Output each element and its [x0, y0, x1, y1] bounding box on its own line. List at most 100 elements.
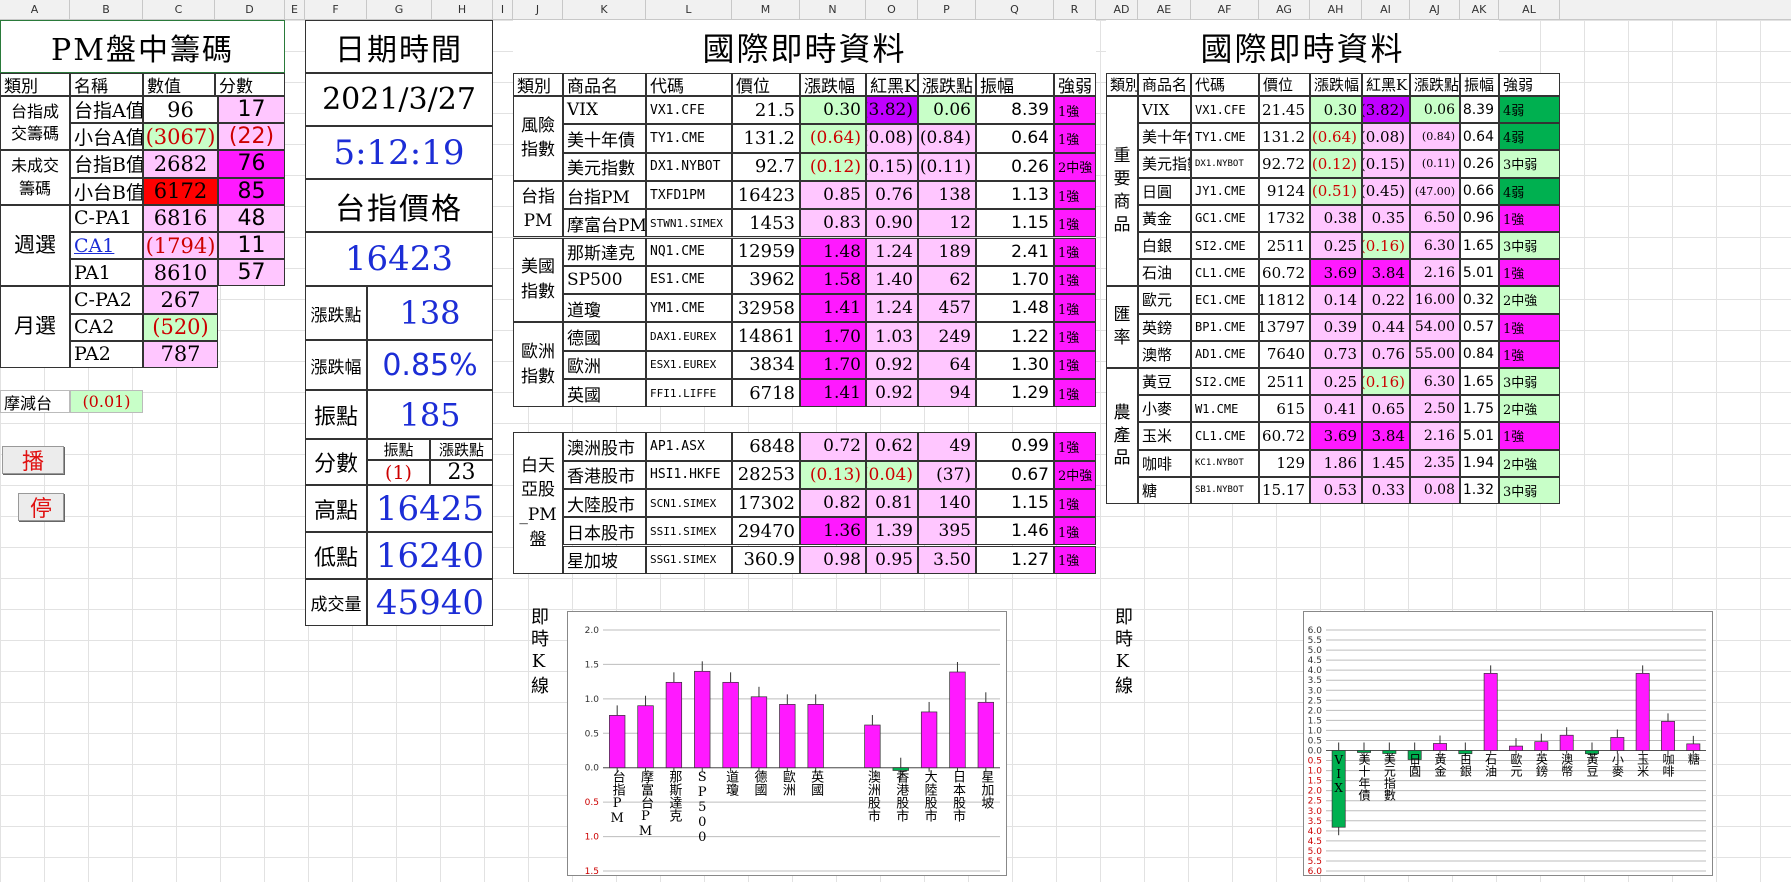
bar	[665, 681, 683, 769]
column-header[interactable]: A	[0, 0, 70, 20]
intl-row-pts: 395	[918, 517, 976, 546]
intl-row-amp: 1.30	[976, 350, 1054, 379]
column-header[interactable]: H	[432, 0, 493, 20]
intl2-row-strength: 3中弱	[1499, 476, 1560, 504]
intl-row-k: 1.40	[866, 265, 918, 295]
intl2-row-code: JY1.CME	[1191, 177, 1259, 205]
intl2-row-pct: (0.64)	[1310, 123, 1362, 151]
intl-row-price: 360.9	[732, 545, 800, 574]
intl-header: 類別	[513, 73, 563, 96]
intl2-row-k: 0.44	[1362, 313, 1410, 341]
intl2-row-pts: (0.84)	[1410, 123, 1460, 151]
column-header[interactable]: P	[918, 0, 976, 20]
x-category-label: 英國	[808, 769, 824, 796]
column-header[interactable]: C	[143, 0, 215, 20]
intl2-row-code: CL1.CME	[1191, 259, 1259, 287]
intl2-row-pct: 1.86	[1310, 449, 1362, 477]
x-category-label: 玉米	[1635, 752, 1650, 777]
column-header[interactable]: AK	[1460, 0, 1499, 20]
intl-row-strength: 2中強	[1054, 460, 1096, 489]
stop-button[interactable]: 停	[18, 493, 64, 522]
intl-row-strength: 1強	[1054, 180, 1096, 210]
intl-row-pct: 0.83	[800, 209, 866, 238]
intl-header: 振幅	[976, 73, 1054, 96]
play-button[interactable]: 播	[2, 446, 64, 475]
intl-row-name: 澳洲股市	[563, 432, 646, 461]
intl-row-pts: 140	[918, 488, 976, 518]
intl-row-strength: 1強	[1054, 124, 1096, 153]
y-tick-label-neg: 2.5	[1308, 797, 1322, 807]
bar	[1559, 734, 1574, 751]
intl2-group-label: 農產品	[1106, 368, 1138, 504]
column-header[interactable]: L	[646, 0, 732, 20]
intl-row-k: 1.03	[866, 322, 918, 351]
intl-group-label: 白天亞股_PM盤	[513, 432, 563, 574]
intl-row-pct: 0.30	[800, 96, 866, 125]
intl2-row-pts: (47.00)	[1410, 177, 1460, 205]
column-header[interactable]: AI	[1362, 0, 1410, 20]
y-tick-label-neg: 3.0	[1308, 807, 1323, 817]
column-header[interactable]: J	[513, 0, 563, 20]
bar	[750, 696, 768, 769]
column-header[interactable]: I	[493, 0, 513, 20]
column-header[interactable]: AE	[1138, 0, 1191, 20]
intl-row-name: 美元指數	[563, 152, 646, 181]
y-tick-label-neg: 4.0	[1308, 827, 1323, 837]
intl2-row-price: 21.45	[1259, 96, 1310, 124]
chips-group-label: 週選	[0, 204, 70, 287]
column-header[interactable]: D	[215, 0, 285, 20]
chips-row-name: 台指A值	[70, 96, 143, 124]
intl-row-k: (0.08)	[866, 124, 918, 153]
column-header[interactable]: E	[285, 0, 305, 20]
intl2-row-name: 小麥	[1138, 395, 1191, 423]
intl-row-k: 1.24	[866, 294, 918, 323]
bar	[1407, 750, 1422, 760]
column-header[interactable]: N	[800, 0, 866, 20]
column-header[interactable]: F	[305, 0, 367, 20]
intl-row-pts: (37)	[918, 460, 976, 489]
column-header[interactable]: AF	[1191, 0, 1259, 20]
column-header[interactable]: B	[70, 0, 143, 20]
intl2-chart-label: 即時K線	[1112, 607, 1133, 698]
intl2-row-price: 11812	[1259, 286, 1310, 314]
intl2-row-amp: 8.39	[1460, 96, 1499, 124]
x-category-label: 香港股市	[893, 769, 909, 822]
column-header[interactable]: K	[563, 0, 646, 20]
intl-row-name: 星加坡	[563, 545, 646, 574]
column-header[interactable]: AJ	[1410, 0, 1460, 20]
intl-row-amp: 1.13	[976, 180, 1054, 210]
column-header[interactable]: AH	[1310, 0, 1362, 20]
column-header[interactable]: AD	[1106, 0, 1138, 20]
intl2-row-price: 92.72	[1259, 150, 1310, 178]
column-header[interactable]: AG	[1259, 0, 1310, 20]
column-header[interactable]: G	[367, 0, 432, 20]
intl2-row-price: 9124	[1259, 177, 1310, 205]
y-tick-label-neg: 1.5	[1308, 777, 1322, 787]
intl-row-pts: 12	[918, 209, 976, 238]
intl-row-amp: 1.15	[976, 488, 1054, 518]
bar	[1433, 743, 1447, 751]
intl-row-amp: 1.15	[976, 209, 1054, 238]
datetime-pct-value: 0.85%	[367, 340, 493, 390]
chips-row-name[interactable]: CA1	[70, 232, 143, 260]
x-category-label: 英鎊	[1534, 752, 1549, 777]
chips-row-value: (520)	[143, 313, 218, 341]
intl2-row-k: 0.76	[1362, 340, 1410, 368]
column-header[interactable]: M	[732, 0, 800, 20]
intl-row-price: 21.5	[732, 96, 800, 125]
column-header[interactable]: AL	[1499, 0, 1560, 20]
column-header[interactable]: Q	[976, 0, 1054, 20]
intl-row-strength: 1強	[1054, 488, 1096, 518]
intl-row-pts: 62	[918, 265, 976, 295]
column-header[interactable]: O	[866, 0, 918, 20]
x-category-label: 摩富台PM	[638, 769, 654, 839]
intl2-row-pts: 2.16	[1410, 422, 1460, 450]
intl2-group-label: 匯率	[1106, 286, 1138, 368]
y-tick-label: 1.0	[585, 695, 600, 705]
intl2-row-pct: (0.51)	[1310, 177, 1362, 205]
intl-row-name: SP500	[563, 265, 646, 295]
intl-row-strength: 1強	[1054, 350, 1096, 379]
y-tick-label-neg: 4.5	[1308, 837, 1322, 847]
intl2-row-amp: 0.64	[1460, 123, 1499, 151]
column-header[interactable]: R	[1054, 0, 1096, 20]
